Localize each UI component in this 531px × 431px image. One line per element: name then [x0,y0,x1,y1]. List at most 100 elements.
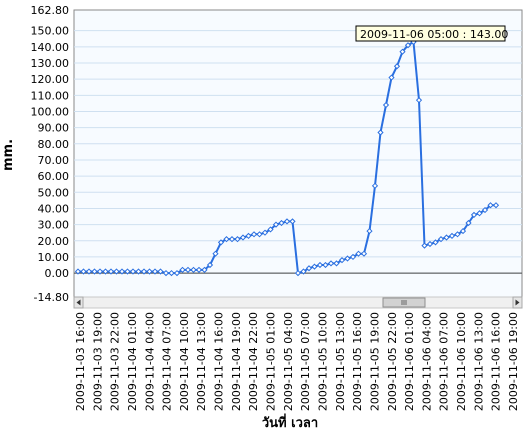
horizontal-scrollbar[interactable] [73,296,523,309]
data-point-marker [107,268,115,275]
data-point-marker [168,269,175,277]
data-point-marker [140,268,148,275]
x-tick-label: 2009-11-04 19:00 [230,312,243,411]
x-tick-label: 2009-11-05 10:00 [316,312,329,411]
data-point-marker [201,266,208,273]
data-point-marker [333,260,340,267]
data-point-marker [360,250,368,257]
data-point-marker [388,74,395,81]
data-point-marker [289,218,296,225]
data-point-marker [278,219,285,227]
data-tooltip: 2009-11-06 05:00 : 143.00 [355,25,508,42]
data-point-marker [162,269,170,277]
data-point-marker [415,97,423,104]
y-tick-label: 162.80 [31,4,70,17]
data-point-marker [179,266,186,273]
data-point-marker [377,129,384,136]
data-point-marker [261,229,269,236]
data-point-marker [487,202,494,209]
tooltip-box [355,25,506,42]
x-tick-label: 2009-11-04 01:00 [126,312,139,411]
data-point-marker [135,268,142,275]
data-point-marker [338,257,346,264]
data-point-marker [393,63,401,70]
data-point-marker [245,232,252,240]
data-point-marker [355,250,362,257]
data-point-marker [421,242,428,249]
data-point-marker [382,101,390,109]
data-point-marker [256,231,263,238]
y-tick-label: 110.00 [31,89,70,102]
data-point-marker [184,266,192,273]
data-point-marker [283,218,291,225]
data-point-marker [146,268,153,275]
x-tick-label: 2009-11-04 16:00 [213,312,226,411]
x-tick-label: 2009-11-04 04:00 [143,312,156,411]
series-layer [74,38,500,277]
data-point-marker [327,260,335,267]
scrollbar-track[interactable] [73,296,523,309]
data-point-marker [316,261,324,269]
tooltip-text: 2009-11-06 05:00 : 143.00 [360,28,508,41]
x-tick-label: 2009-11-06 04:00 [420,312,433,411]
data-point-marker [217,239,225,246]
x-tick-label: 2009-11-06 13:00 [472,312,485,411]
data-point-marker [443,234,450,241]
data-point-marker [124,268,131,275]
x-tick-label: 2009-11-05 22:00 [386,312,399,411]
x-tick-label: 2009-11-05 04:00 [282,312,295,411]
y-tick-label: 130.00 [31,57,70,70]
data-point-marker [102,268,109,275]
data-point-marker [322,261,329,269]
data-point-marker [234,236,241,243]
x-tick-label: 2009-11-05 01:00 [265,312,278,411]
data-point-marker [118,268,126,275]
data-point-marker [85,268,93,275]
y-tick-label: 90.00 [38,122,70,135]
x-tick-label: 2009-11-05 13:00 [334,312,347,411]
chevron-right-icon [515,299,520,306]
data-point-marker [448,232,456,240]
x-tick-label: 2009-11-03 22:00 [109,312,122,411]
data-point-marker [250,231,258,238]
y-tick-label: 80.00 [38,138,70,151]
data-point-marker [74,268,82,275]
y-tick-label: 120.00 [31,73,70,86]
data-point-marker [311,263,318,270]
plot-area [73,9,523,298]
data-point-marker [157,268,164,275]
data-point-marker [399,48,406,55]
y-tick-label: 20.00 [38,235,70,248]
data-point-marker [173,269,181,277]
data-point-marker [454,231,461,238]
y-tick-label: 60.00 [38,170,70,183]
data-point-marker [404,42,412,49]
x-tick-label: 2009-11-04 13:00 [195,312,208,411]
x-tick-label: 2009-11-03 16:00 [74,312,87,411]
y-tick-label: 0.00 [45,267,70,280]
chevron-left-icon [76,299,81,306]
data-point-marker [96,268,104,275]
x-tick-label: 2009-11-04 10:00 [178,312,191,411]
x-tick-label: 2009-11-05 07:00 [299,312,312,411]
data-point-marker [344,255,351,262]
x-tick-label: 2009-11-06 10:00 [455,312,468,411]
x-tick-label: 2009-11-03 19:00 [91,312,104,411]
data-point-marker [267,226,274,233]
x-tick-label: 2009-11-06 16:00 [490,312,503,411]
x-tick-label: 2009-11-06 19:00 [507,312,520,411]
data-point-marker [190,266,197,273]
y-tick-label: 150.00 [31,25,70,38]
x-axis-tick-labels: 2009-11-03 16:00 2009-11-03 19:00 2009-11-… [74,312,520,411]
data-point-marker [294,269,302,277]
data-point-marker [476,210,483,217]
y-tick-label: 70.00 [38,154,70,167]
x-tick-label: 2009-11-05 16:00 [351,312,364,411]
x-tick-label: 2009-11-05 19:00 [368,312,381,411]
x-axis-title: วันที่ เวลา [262,413,318,431]
data-point-marker [470,211,478,219]
data-point-marker [80,268,87,275]
y-axis-tick-labels: 162.80 150.00 140.00 130.00 120.00 110.00 100.… [31,4,70,304]
x-tick-label: 2009-11-06 01:00 [403,312,416,411]
